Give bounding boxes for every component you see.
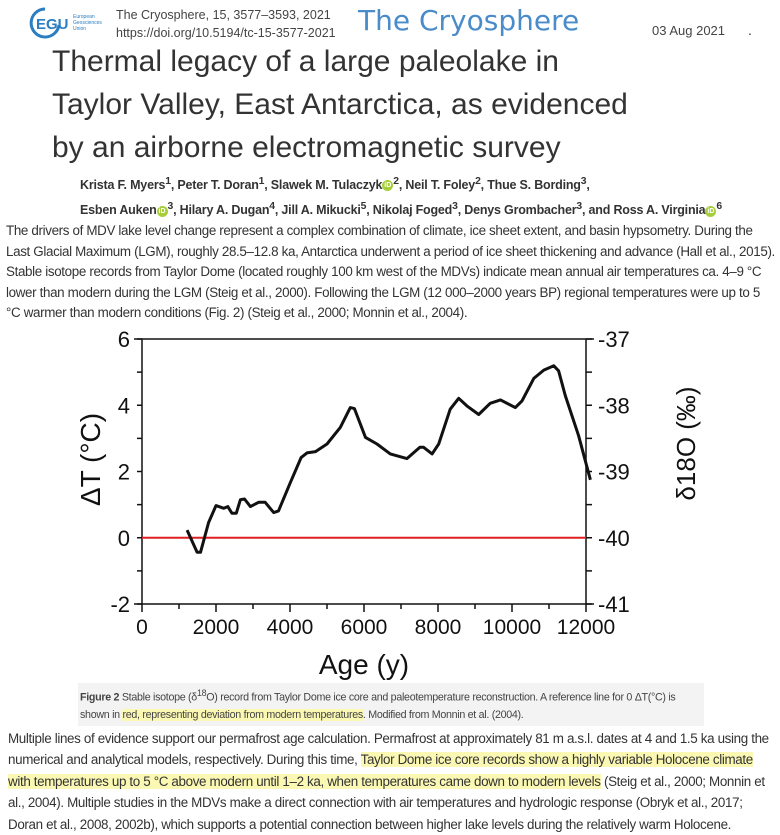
logo-text: EGU: [36, 16, 69, 33]
y2-tick-label: -37: [598, 327, 630, 352]
figure-caption: Figure 2 Stable isotope (δ18O) record fr…: [78, 683, 704, 726]
paragraph-text: Multiple lines of evidence support our p…: [8, 730, 769, 768]
separator: ,: [173, 203, 180, 218]
affiliation-number: 3: [452, 201, 458, 213]
affiliation-number: 5: [360, 201, 367, 213]
title-line: by an airborne electromagnetic survey: [52, 131, 561, 164]
author[interactable]: Denys Grombacher: [464, 203, 577, 218]
svg-text:Union: Union: [73, 26, 86, 32]
caption-text: . Modified from Monnin et al. (2004).: [362, 708, 524, 721]
x-tick-label: 2000: [193, 616, 240, 639]
x-tick-label: 12000: [557, 616, 615, 639]
caption-highlight: red, representing deviation from modern …: [122, 708, 363, 721]
author-list: Krista F. Myers1, Peter T. Doran1, Slawe…: [80, 171, 770, 221]
orcid-icon[interactable]: iD: [156, 205, 168, 217]
x-tick-label: 6000: [341, 616, 388, 639]
y2-axis-label: δ18O (‰): [671, 387, 701, 501]
dot: .: [748, 22, 752, 38]
article-title: Thermal legacy of a large paleolake in T…: [52, 40, 780, 169]
citation: The Cryosphere, 15, 3577–3593, 2021: [116, 8, 331, 22]
x-tick-label: 0: [136, 616, 148, 639]
y2-tick-label: -39: [598, 460, 630, 485]
figure-label: Figure 2: [80, 691, 120, 704]
affiliation-number: 2: [475, 176, 481, 187]
orcid-icon[interactable]: iD: [382, 180, 394, 192]
x-tick-label: 8000: [415, 616, 462, 639]
separator: ,: [366, 203, 373, 218]
svg-text:European: European: [73, 14, 95, 20]
author[interactable]: Peter T. Doran: [177, 178, 259, 193]
y-tick-label: 2: [118, 460, 130, 485]
title-line: Thermal legacy of a large paleolake in: [52, 45, 559, 78]
y-tick-label: 6: [118, 327, 130, 352]
publication-date: 03 Aug 2021: [652, 23, 726, 38]
x-tick-label: 10000: [483, 616, 541, 639]
affiliation-number: 2: [393, 176, 399, 187]
author[interactable]: Thue S. Bording: [487, 178, 581, 193]
affiliation-number: 1: [258, 176, 265, 187]
paragraph: Multiple lines of evidence support our p…: [8, 728, 778, 835]
separator: ,: [480, 178, 488, 193]
author[interactable]: Jill A. Mikucki: [281, 203, 361, 218]
author[interactable]: Esben Auken: [80, 203, 157, 218]
journal-name: The Cryosphere: [358, 4, 580, 37]
y2-tick-label: -38: [598, 394, 630, 419]
svg-text:Geosciences: Geosciences: [73, 20, 102, 26]
author[interactable]: Nikolaj Foged: [372, 203, 453, 218]
y2-tick-label: -41: [598, 592, 630, 617]
y2-tick-label: -40: [598, 526, 630, 551]
temperature-series-line: [185, 364, 592, 555]
caption-sup: 18: [196, 688, 207, 699]
separator: ,: [274, 203, 282, 218]
author[interactable]: Ross A. Virginia: [613, 203, 706, 218]
separator: ,: [170, 178, 178, 193]
x-tick-label: 4000: [267, 616, 314, 639]
caption-text: Stable isotope (δ: [119, 691, 197, 704]
y-tick-label: 0: [118, 526, 130, 551]
journal-meta: The Cryosphere, 15, 3577–3593, 2021 http…: [116, 6, 336, 42]
x-axis-label: Age (y): [319, 649, 409, 680]
affiliation-number: 3: [580, 176, 587, 187]
affiliation-number: 3: [167, 201, 174, 213]
affiliation-number: 4: [269, 201, 275, 213]
separator: ,: [264, 178, 271, 193]
separator: , and: [581, 203, 614, 218]
separator: ,: [398, 178, 406, 193]
author[interactable]: Slawek M. Tulaczyk: [270, 178, 383, 193]
separator: ,: [586, 178, 590, 193]
affiliation-number: 3: [576, 201, 582, 213]
author[interactable]: Krista F. Myers: [80, 178, 166, 193]
author[interactable]: Neil T. Foley: [405, 178, 476, 193]
title-line: Taylor Valley, East Antarctica, as evide…: [52, 88, 628, 121]
affiliation-number: 6: [716, 201, 722, 213]
orcid-icon[interactable]: iD: [705, 205, 717, 217]
caption-text: O) record from Taylor Dome ice core and …: [80, 691, 676, 721]
y-tick-label: -2: [110, 592, 130, 617]
paragraph: The drivers of MDV lake level change rep…: [6, 223, 775, 320]
author[interactable]: Hilary A. Dugan: [179, 203, 270, 218]
temperature-chart: 6 4 2 0 -2 -37 -38 -39 -40 -41 0 2000 4000 6000 8000 10…: [75, 327, 701, 680]
separator: ,: [457, 203, 465, 218]
y-tick-label: 4: [118, 394, 130, 419]
doi-link[interactable]: https://doi.org/10.5194/tc-15-3577-2021: [116, 26, 336, 40]
y-axis-label: ΔT (°C): [75, 413, 106, 506]
affiliation-number: 1: [165, 176, 171, 187]
egu-logo: EGU European Geosciences Union: [28, 6, 110, 45]
